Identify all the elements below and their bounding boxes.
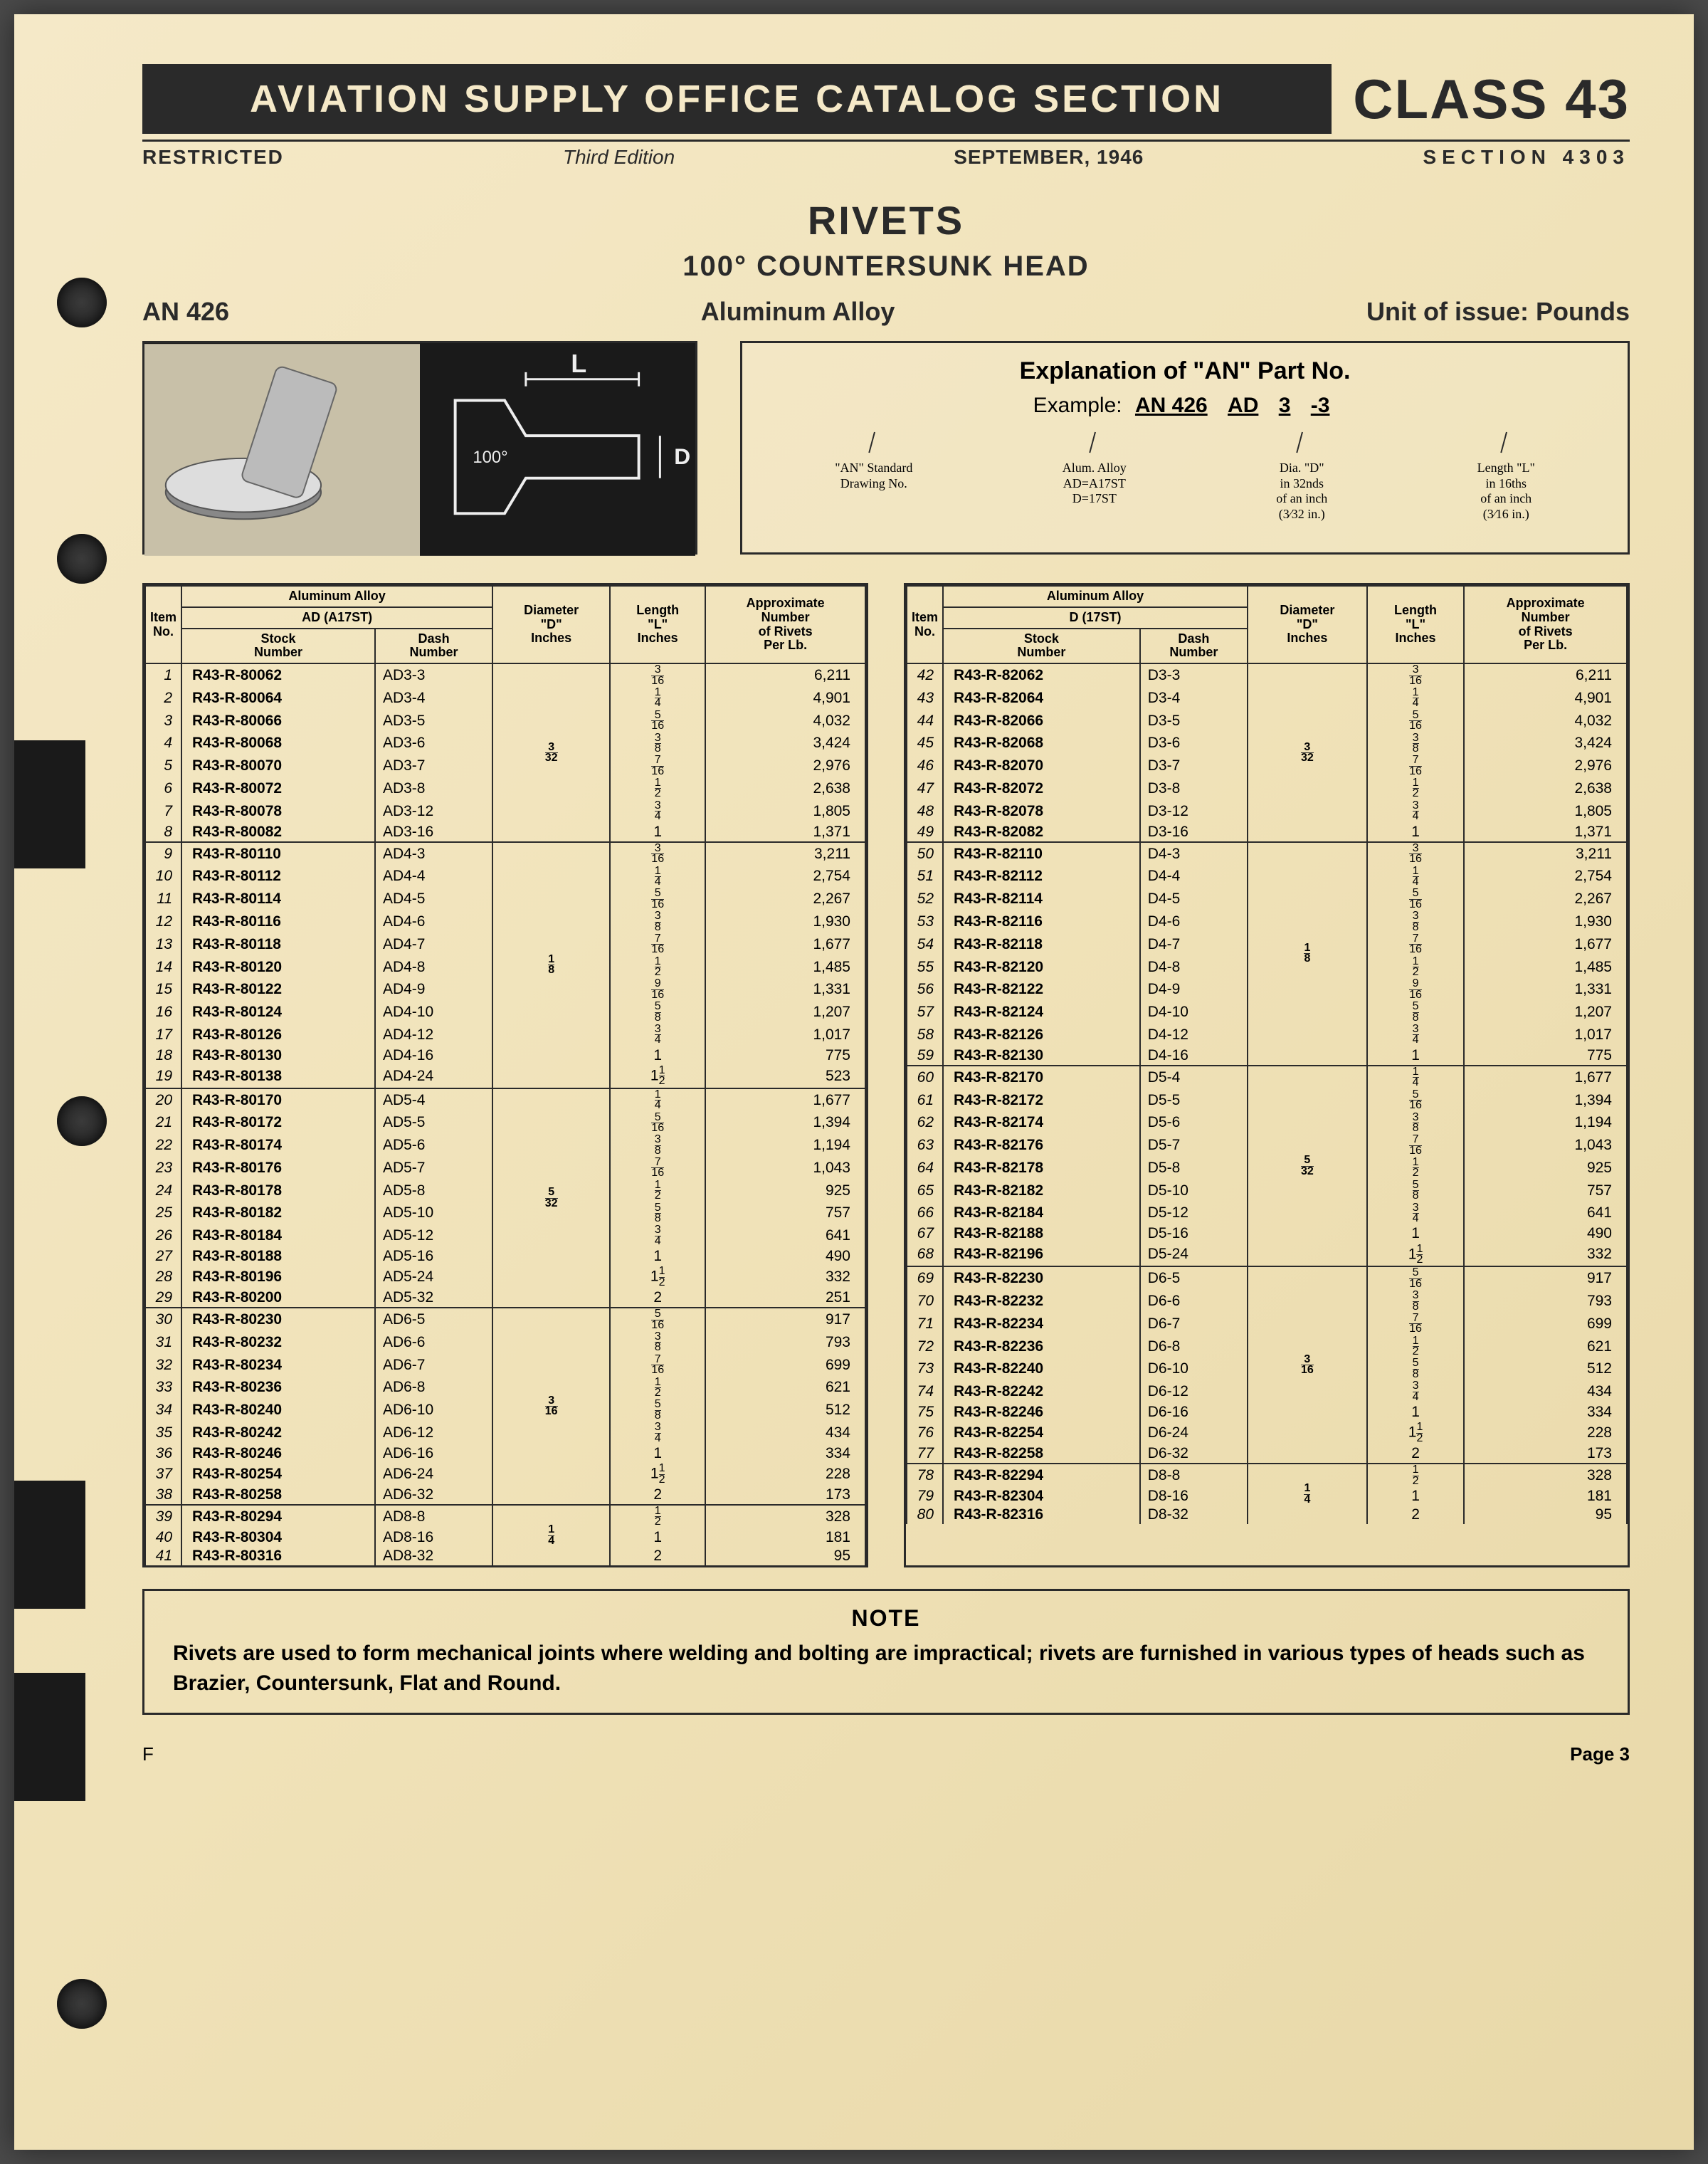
note-title: NOTE (173, 1605, 1599, 1632)
binding-hole (57, 278, 107, 327)
tables-row: ItemNo.Aluminum AlloyDiameter"D"InchesLe… (142, 583, 1630, 1567)
catalog-page: AVIATION SUPPLY OFFICE CATALOG SECTION C… (14, 14, 1694, 2150)
binding-hole (57, 534, 107, 584)
binding-tab (14, 1673, 85, 1801)
header-bar: AVIATION SUPPLY OFFICE CATALOG SECTION C… (142, 64, 1630, 134)
rivet-diagram: L D 100° (142, 341, 697, 555)
note-text: Rivets are used to form mechanical joint… (173, 1639, 1599, 1698)
table-row: 50R43-R-82110D4-3183163,211 (907, 842, 1627, 866)
header-meta: RESTRICTED Third Edition SEPTEMBER, 1946… (142, 146, 1630, 169)
binding-hole (57, 1979, 107, 2029)
table-row: 42R43-R-82062D3-33323166,211 (907, 663, 1627, 687)
svg-text:100°: 100° (473, 448, 507, 467)
binding-tab (14, 740, 85, 868)
date-label: SEPTEMBER, 1946 (954, 146, 1144, 169)
unit-label: Unit of issue: Pounds (1366, 297, 1630, 327)
title-block: RIVETS 100° COUNTERSUNK HEAD (142, 197, 1630, 283)
table-row: 1R43-R-80062AD3-33323166,211 (145, 663, 865, 687)
section-label: SECTION 4303 (1423, 146, 1630, 169)
header-rule (142, 140, 1630, 142)
footer-left: F (142, 1743, 154, 1765)
diagram-row: L D 100° Explanation of "AN" Part No. Ex… (142, 341, 1630, 555)
header-banner: AVIATION SUPPLY OFFICE CATALOG SECTION (142, 64, 1332, 134)
binding-hole (57, 1096, 107, 1146)
explain-part-3: Length "L"in 16thsof an inch(3⁄16 in.) (1477, 432, 1535, 522)
explain-part-0: "AN" StandardDrawing No. (835, 432, 912, 522)
explain-part-2: Dia. "D"in 32ndsof an inch(3⁄32 in.) (1276, 432, 1327, 522)
binding-tab (14, 1481, 85, 1609)
table-row: 30R43-R-80230AD6-5316516917 (145, 1308, 865, 1331)
explanation-box: Explanation of "AN" Part No. Example: AN… (740, 341, 1630, 555)
explain-part-1: Alum. AlloyAD=A17STD=17ST (1063, 432, 1127, 522)
footer: F Page 3 (142, 1743, 1630, 1765)
explain-title: Explanation of "AN" Part No. (764, 357, 1606, 385)
explain-parts: "AN" StandardDrawing No. Alum. AlloyAD=A… (764, 432, 1606, 522)
left-table-wrap: ItemNo.Aluminum AlloyDiameter"D"InchesLe… (142, 583, 868, 1567)
an-spec: AN 426 (142, 297, 229, 327)
table-row: 78R43-R-82294D8-81412328 (907, 1464, 1627, 1487)
svg-text:L: L (571, 350, 586, 378)
title-sub: 100° COUNTERSUNK HEAD (142, 251, 1630, 283)
table-row: 69R43-R-82230D6-5316516917 (907, 1266, 1627, 1290)
table-row: 60R43-R-82170D5-4532141,677 (907, 1066, 1627, 1089)
restricted-label: RESTRICTED (142, 146, 284, 169)
title-main: RIVETS (142, 197, 1630, 243)
table-row: 39R43-R-80294AD8-81412328 (145, 1505, 865, 1528)
note-box: NOTE Rivets are used to form mechanical … (142, 1589, 1630, 1715)
info-row: AN 426 Aluminum Alloy Unit of issue: Pou… (142, 297, 1630, 327)
left-table: ItemNo.Aluminum AlloyDiameter"D"InchesLe… (144, 585, 866, 1565)
explain-example: Example: AN 426 AD 3 -3 (764, 394, 1606, 418)
right-table-wrap: ItemNo.Aluminum AlloyDiameter"D"InchesLe… (904, 583, 1630, 1567)
table-row: 20R43-R-80170AD5-4532141,677 (145, 1088, 865, 1112)
svg-text:D: D (674, 443, 690, 469)
right-table: ItemNo.Aluminum AlloyDiameter"D"InchesLe… (906, 585, 1628, 1524)
edition-label: Third Edition (563, 146, 675, 169)
table-row: 9R43-R-80110AD4-3183163,211 (145, 842, 865, 866)
class-label: CLASS 43 (1353, 67, 1630, 132)
material-label: Aluminum Alloy (701, 297, 895, 327)
footer-page: Page 3 (1570, 1743, 1630, 1765)
